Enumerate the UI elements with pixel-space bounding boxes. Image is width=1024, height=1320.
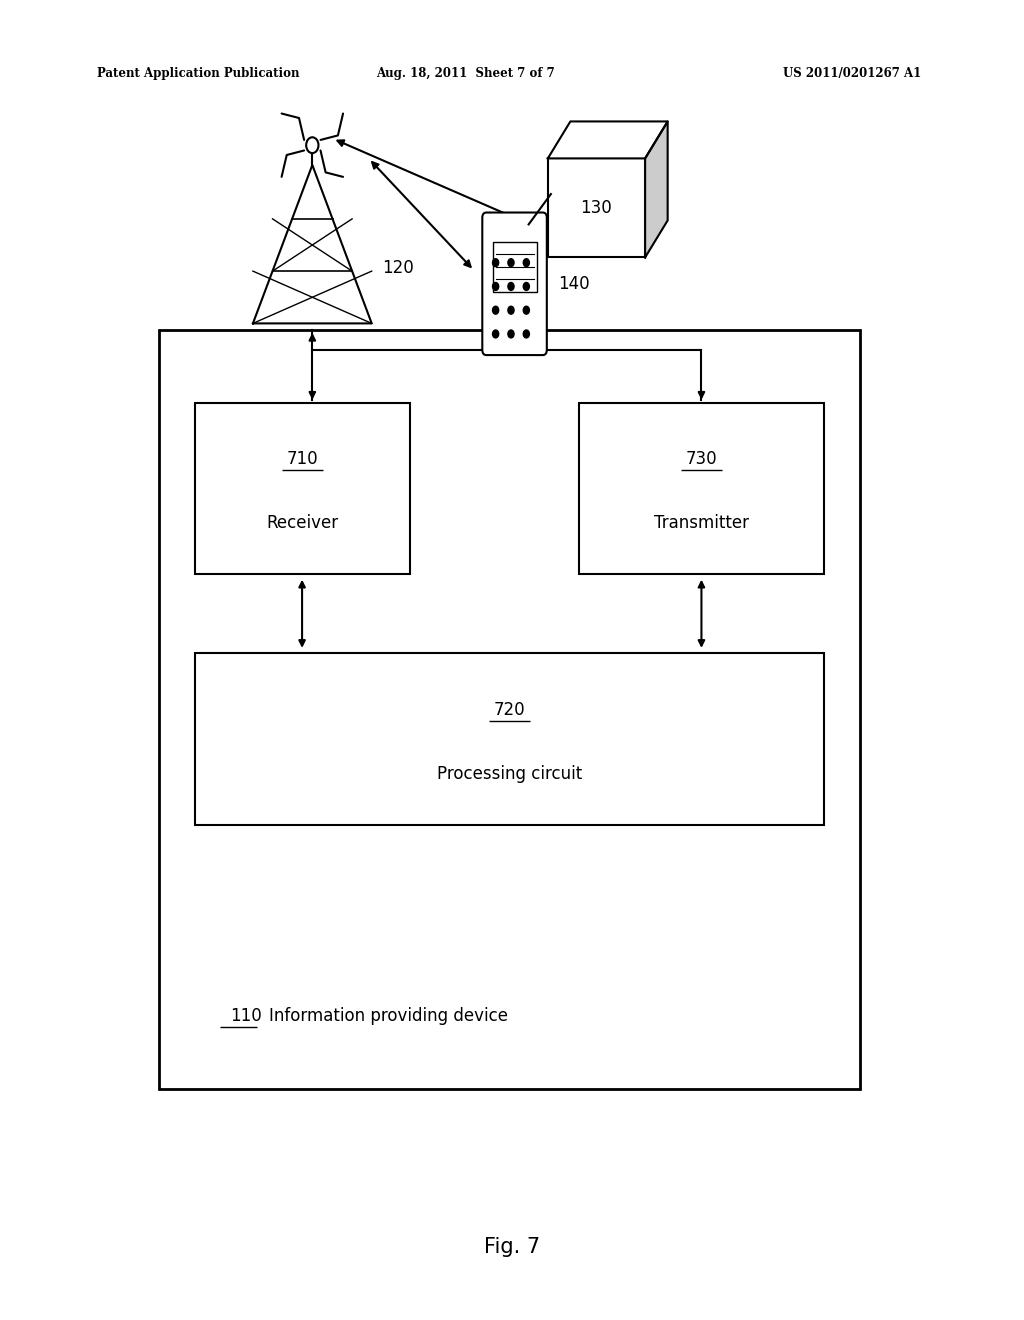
Circle shape — [508, 259, 514, 267]
Text: US 2011/0201267 A1: US 2011/0201267 A1 — [783, 67, 922, 81]
Text: 120: 120 — [382, 259, 414, 277]
Circle shape — [508, 282, 514, 290]
Circle shape — [306, 137, 318, 153]
Circle shape — [493, 282, 499, 290]
Circle shape — [493, 259, 499, 267]
Text: Aug. 18, 2011  Sheet 7 of 7: Aug. 18, 2011 Sheet 7 of 7 — [377, 67, 555, 81]
Text: Transmitter: Transmitter — [654, 513, 749, 532]
Bar — [159, 330, 860, 1089]
Text: Patent Application Publication: Patent Application Publication — [97, 67, 300, 81]
Bar — [493, 242, 537, 292]
Circle shape — [493, 330, 499, 338]
Polygon shape — [645, 121, 668, 257]
Bar — [195, 403, 410, 574]
FancyBboxPatch shape — [482, 213, 547, 355]
Circle shape — [523, 282, 529, 290]
Text: 140: 140 — [558, 275, 590, 293]
Circle shape — [523, 306, 529, 314]
Circle shape — [508, 330, 514, 338]
Text: Fig. 7: Fig. 7 — [484, 1237, 540, 1258]
Bar — [548, 158, 645, 257]
Text: Receiver: Receiver — [266, 513, 338, 532]
Bar — [579, 403, 824, 574]
Text: 130: 130 — [581, 199, 612, 216]
Text: Information providing device: Information providing device — [269, 1007, 508, 1026]
Circle shape — [523, 330, 529, 338]
Bar — [195, 653, 824, 825]
Text: 710: 710 — [287, 450, 317, 469]
Text: 730: 730 — [686, 450, 717, 469]
Circle shape — [493, 306, 499, 314]
Circle shape — [523, 259, 529, 267]
Text: 110: 110 — [230, 1007, 262, 1026]
Text: Processing circuit: Processing circuit — [437, 764, 582, 783]
Polygon shape — [253, 165, 372, 323]
Polygon shape — [548, 121, 668, 158]
Text: 720: 720 — [494, 701, 525, 719]
Circle shape — [508, 306, 514, 314]
